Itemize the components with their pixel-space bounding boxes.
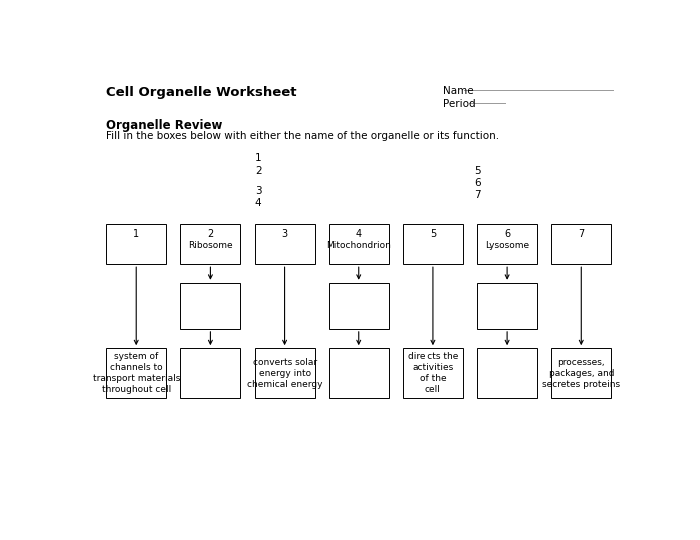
Bar (329, 224, 389, 264)
Bar (106, 224, 166, 264)
Bar (477, 283, 537, 329)
Text: 7: 7 (474, 190, 481, 200)
Text: 6: 6 (504, 229, 510, 239)
Text: Fill in the boxes below with either the name of the organelle or its function.: Fill in the boxes below with either the … (106, 131, 499, 141)
Text: 6: 6 (474, 178, 481, 188)
Text: 5: 5 (430, 229, 436, 239)
Bar (255, 224, 314, 264)
Text: 5: 5 (474, 166, 481, 177)
Bar (181, 348, 240, 398)
Bar (477, 224, 537, 264)
Bar (329, 283, 389, 329)
Bar (403, 224, 463, 264)
Text: 7: 7 (578, 229, 584, 239)
Bar (477, 348, 537, 398)
Text: 3: 3 (255, 186, 261, 195)
Text: Period: Period (444, 99, 476, 109)
Text: 2: 2 (207, 229, 214, 239)
Text: 2: 2 (255, 166, 261, 177)
Bar (181, 224, 240, 264)
Text: 3: 3 (281, 229, 288, 239)
Text: Name: Name (444, 86, 474, 96)
Text: 1: 1 (255, 153, 261, 163)
Text: processes,
packages, and
secretes proteins: processes, packages, and secretes protei… (542, 357, 620, 389)
Text: Cell Organelle Worksheet: Cell Organelle Worksheet (106, 86, 297, 99)
Bar (329, 348, 389, 398)
Text: converts solar
energy into
chemical energy: converts solar energy into chemical ener… (247, 357, 322, 389)
Bar (255, 348, 314, 398)
Text: Organelle Review: Organelle Review (106, 119, 223, 132)
Text: Mitochondrion: Mitochondrion (326, 240, 391, 249)
Bar (552, 224, 611, 264)
Text: dire cts the
activities
of the
cell: dire cts the activities of the cell (407, 352, 458, 394)
Text: Ribosome: Ribosome (188, 240, 232, 249)
Text: Lysosome: Lysosome (485, 240, 529, 249)
Text: 4: 4 (356, 229, 362, 239)
Text: 1: 1 (133, 229, 139, 239)
Text: system of
channels to
transport materials
throughout cell: system of channels to transport material… (92, 352, 180, 394)
Bar (181, 283, 240, 329)
Bar (403, 348, 463, 398)
Text: 4: 4 (255, 198, 261, 208)
Bar (106, 348, 166, 398)
Bar (552, 348, 611, 398)
